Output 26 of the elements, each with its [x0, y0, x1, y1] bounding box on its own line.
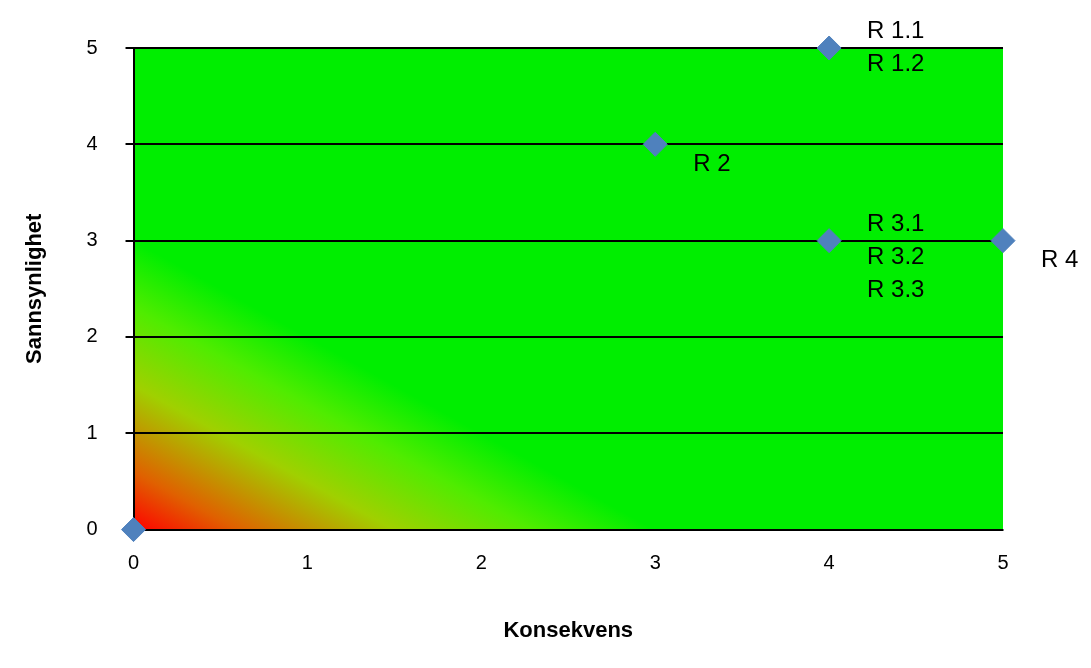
annotation: R 2 [693, 148, 731, 176]
x-tick-label: 1 [301, 551, 313, 574]
point [990, 228, 1016, 254]
x-tick-label: 0 [127, 551, 140, 574]
x-tick-label: 4 [823, 551, 835, 574]
annotation: R 3.3 [867, 275, 925, 303]
y-tick-label: 2 [86, 324, 98, 347]
x-tick-label: 5 [997, 551, 1009, 574]
x-tick-label: 2 [475, 551, 487, 574]
y-tick-label: 3 [86, 228, 98, 251]
annotation: R 3.2 [867, 242, 925, 270]
y-axis-title: Sannsynlighet [21, 212, 47, 364]
x-tick-label: 3 [649, 551, 661, 574]
point [816, 228, 842, 254]
x-axis-title: Konsekvens [503, 616, 634, 642]
annotation: R 1.1 [867, 16, 925, 44]
y-tick-label: 1 [86, 420, 98, 443]
point [642, 131, 668, 157]
point [816, 35, 842, 61]
annotation: R 1.2 [867, 49, 925, 77]
y-tick-label: 0 [86, 517, 98, 540]
annotation: R 4 [1041, 245, 1079, 273]
annotation: R 3.1 [867, 209, 925, 237]
y-tick-label: 4 [86, 131, 98, 154]
y-tick-label: 5 [86, 35, 98, 58]
point [121, 517, 147, 543]
